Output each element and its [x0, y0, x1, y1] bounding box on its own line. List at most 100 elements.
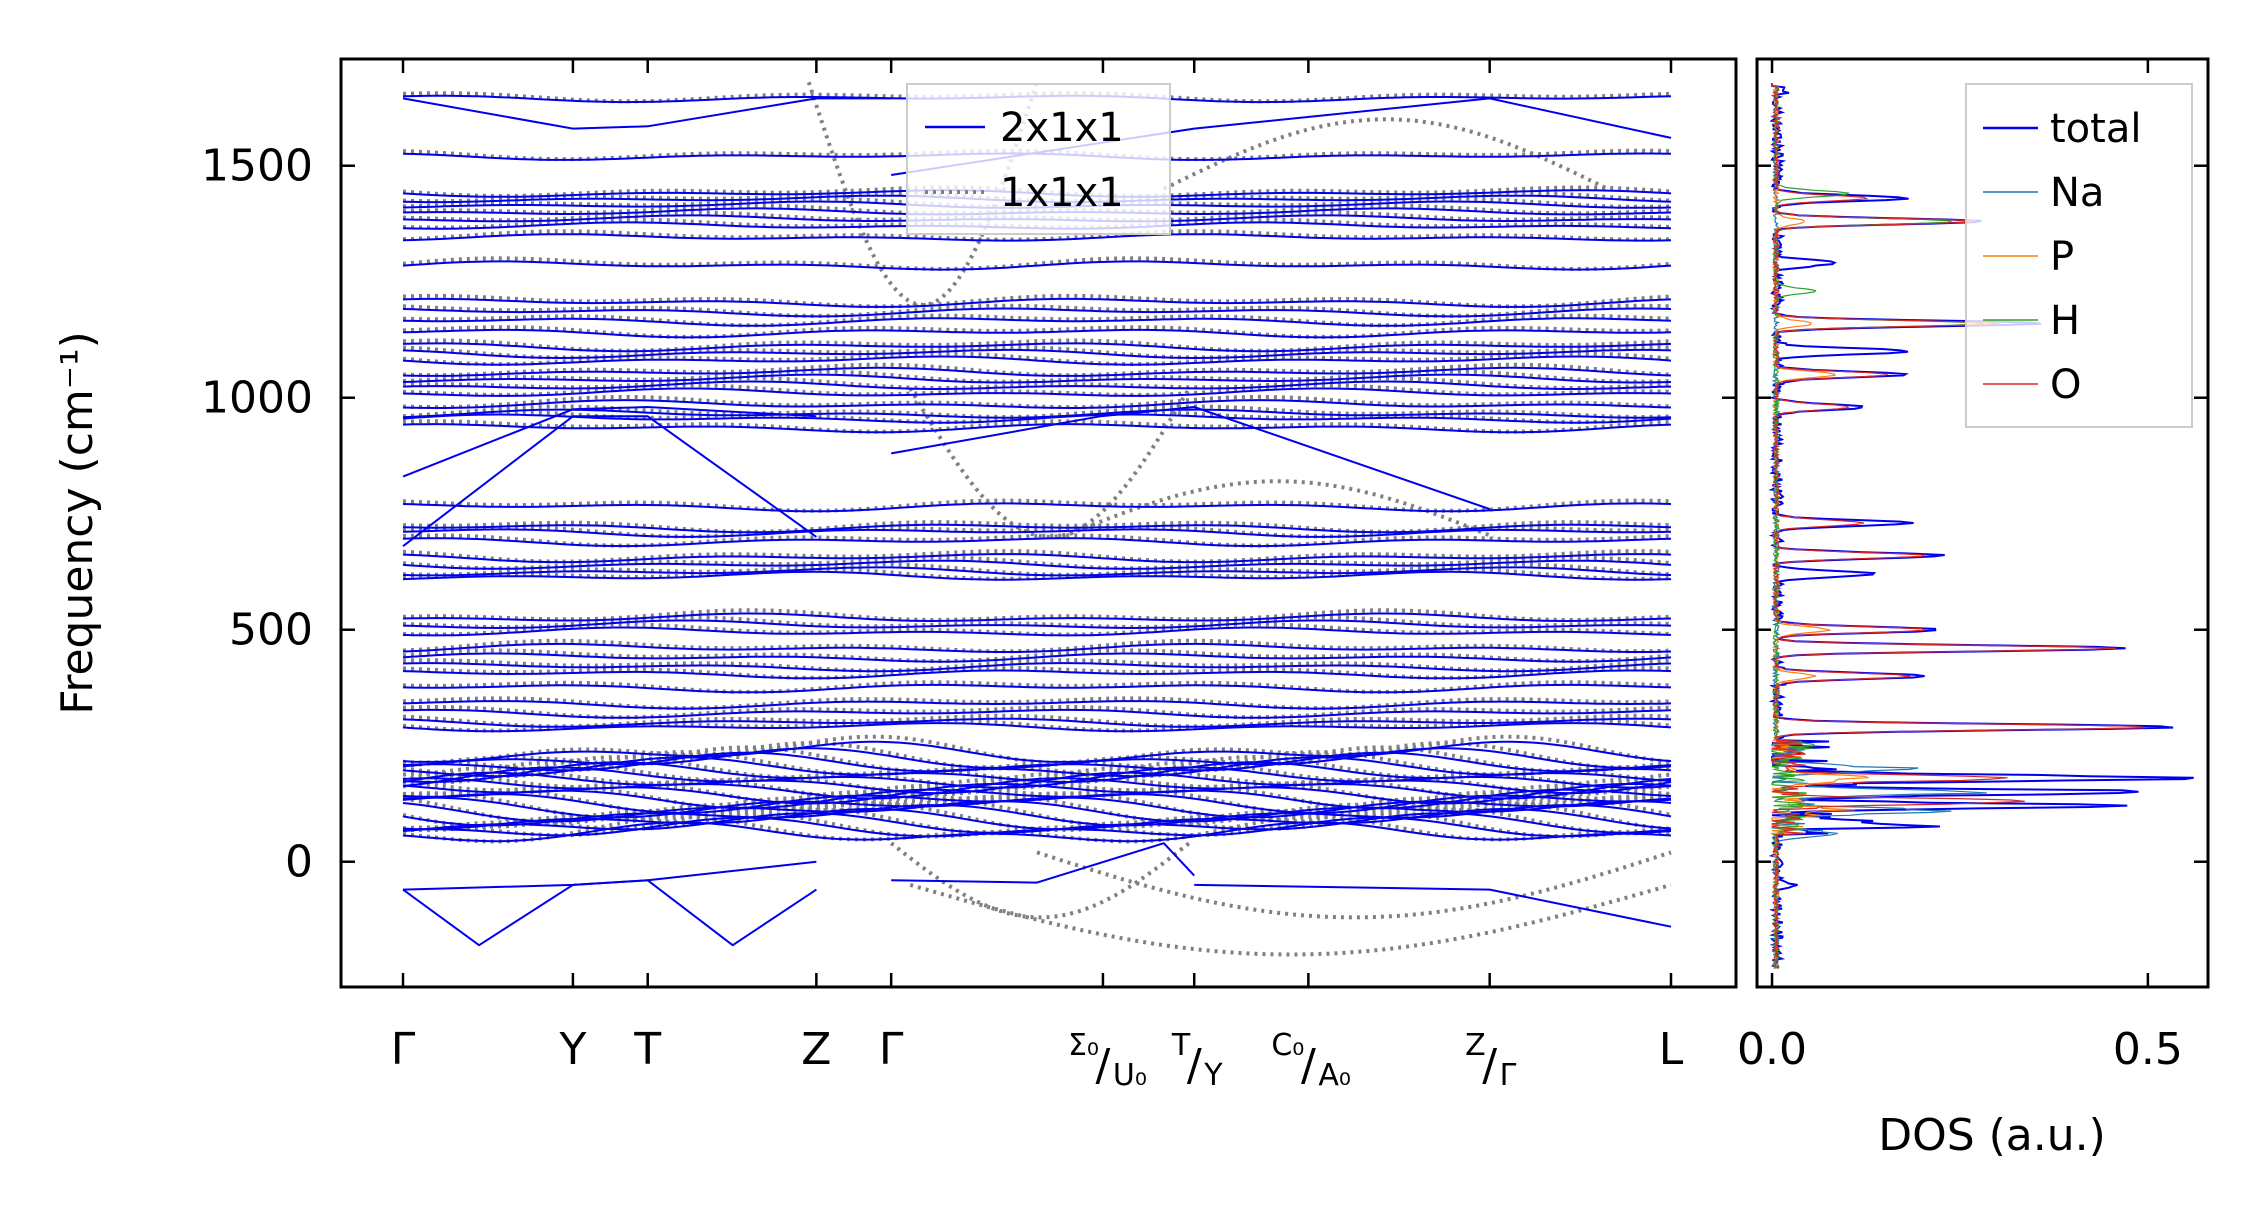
band-line-2x1x1	[402, 260, 1672, 271]
band-line-1x1x1	[402, 648, 1672, 663]
band-line-1x1x1	[402, 533, 1672, 548]
band-line-2x1x1	[402, 317, 1672, 327]
band-line-2x1x1	[402, 669, 1672, 680]
band-line-2x1x1	[402, 387, 1672, 397]
x-tick-label: Z	[801, 1024, 831, 1075]
band-line-1x1x1	[402, 344, 1672, 360]
band-line-2x1x1	[402, 297, 1672, 308]
band-line-2x1x1	[402, 415, 817, 547]
band-line-2x1x1	[402, 662, 1672, 673]
band-line-2x1x1	[402, 97, 892, 130]
band-line-2x1x1	[402, 559, 1672, 570]
x-tick-label-slash: /	[1096, 1040, 1111, 1091]
band-line-1x1x1	[402, 351, 1672, 367]
dos-x-ticks: 0.0 0.5	[1737, 59, 2183, 1075]
band-line-2x1x1	[402, 652, 1672, 663]
x-tick-label: C₀/A₀	[1271, 1028, 1351, 1093]
x-tick-label-upper: T	[1171, 1028, 1191, 1063]
band-line-1x1x1	[402, 229, 1672, 242]
band-line-2x1x1	[402, 683, 1672, 694]
y-tick-label: 1500	[201, 141, 313, 192]
band-line-2x1x1	[402, 399, 1672, 409]
band-line-2x1x1	[402, 423, 1672, 434]
band-line-2x1x1	[402, 373, 1672, 384]
band-line-2x1x1	[402, 751, 1672, 773]
y-tick-label: 1000	[201, 373, 313, 424]
x-tick-label-text: Y	[558, 1024, 586, 1075]
band-line-2x1x1	[402, 502, 1672, 513]
band-line-2x1x1	[402, 860, 817, 947]
band-line-2x1x1	[402, 793, 1672, 814]
dos-legend-label-na: Na	[2050, 170, 2104, 216]
x-tick-label-lower: Y	[1203, 1058, 1223, 1093]
dos-x-tick-label: 0.5	[2113, 1024, 2183, 1075]
band-line-2x1x1	[402, 570, 1672, 581]
band-line-2x1x1	[402, 740, 1672, 763]
x-tick-label-text: L	[1659, 1024, 1684, 1075]
y-axis-label: Frequency (cm⁻¹)	[52, 331, 103, 715]
band-legend: 2x1x1 1x1x1	[906, 83, 1171, 235]
band-line-1x1x1	[402, 555, 1672, 571]
legend-label-1x1x1: 1x1x1	[1000, 170, 1124, 216]
band-line-1x1x1	[402, 325, 1672, 339]
band-line-1x1x1	[402, 680, 1672, 694]
band-line-2x1x1	[402, 528, 1672, 538]
x-tick-label-text: Γ	[391, 1024, 416, 1075]
band-line-2x1x1	[402, 708, 1672, 719]
band-line-2x1x1	[402, 807, 1672, 831]
band-line-2x1x1	[402, 342, 1672, 353]
band-line-2x1x1	[402, 642, 1672, 653]
band-line-2x1x1	[402, 700, 1672, 710]
x-tick-label-slash: /	[1187, 1040, 1202, 1091]
band-plot-frame	[339, 57, 1738, 989]
dos-curve-o	[1771, 83, 2146, 969]
band-line-2x1x1	[402, 408, 1672, 419]
band-line-1x1x1	[402, 338, 1672, 353]
band-line-2x1x1	[402, 612, 1672, 623]
x-tick-label-lower: U₀	[1113, 1058, 1147, 1093]
band-line-2x1x1	[402, 523, 1672, 534]
left-x-ticks: Γ Y T Z Γ Σ₀/U₀T/YC₀/A₀Z/ΓL	[391, 59, 1684, 1093]
band-line-2x1x1	[402, 348, 1672, 360]
dos-lines	[1768, 83, 2194, 969]
band-line-2x1x1	[891, 406, 1491, 511]
x-tick-label: Σ₀/U₀	[1068, 1028, 1147, 1093]
x-tick-label: Γ	[879, 1024, 904, 1075]
x-tick-label: T/Y	[1171, 1028, 1223, 1093]
band-line-2x1x1	[402, 771, 1672, 795]
y-tick-label: 0	[285, 837, 313, 888]
band-line-1x1x1	[402, 713, 1672, 729]
band-line-1x1x1	[402, 313, 1672, 328]
band-line-1x1x1	[402, 704, 1672, 720]
band-line-2x1x1	[402, 553, 1672, 564]
band-line-1x1x1	[402, 549, 1672, 564]
x-tick-label-slash: /	[1301, 1040, 1316, 1091]
y-tick-label: 500	[229, 605, 313, 656]
band-line-2x1x1	[402, 406, 817, 478]
band-line-2x1x1	[891, 842, 1195, 884]
legend-label-2x1x1: 2x1x1	[1000, 105, 1124, 151]
dos-x-tick-label: 0.0	[1737, 1024, 1807, 1075]
x-tick-label: Y	[558, 1024, 586, 1075]
x-tick-label: T	[633, 1024, 661, 1075]
band-line-1x1x1	[402, 615, 1672, 630]
band-line-1x1x1	[806, 81, 1039, 307]
band-line-2x1x1	[402, 619, 1672, 630]
band-line-2x1x1	[402, 328, 1672, 339]
x-tick-label-upper: Z	[1465, 1028, 1486, 1063]
band-line-2x1x1	[402, 307, 1672, 318]
x-tick-label-upper: C₀	[1271, 1028, 1304, 1063]
dos-panel: 0.0 0.5 DOS (a.u.) total Na PHO	[1737, 57, 2210, 1161]
x-tick-label-slash: /	[1482, 1040, 1497, 1091]
band-line-2x1x1	[402, 722, 1672, 733]
band-line-1x1x1	[889, 841, 1191, 920]
dos-legend-label-o: O	[2050, 362, 2081, 408]
band-line-2x1x1	[402, 756, 1672, 778]
band-line-2x1x1	[402, 816, 1672, 838]
band-line-2x1x1	[402, 566, 1672, 577]
band-line-2x1x1	[402, 717, 1672, 728]
band-line-2x1x1	[402, 821, 1672, 843]
band-line-1x1x1	[402, 760, 1672, 791]
band-line-2x1x1	[402, 812, 1672, 834]
dos-legend: total Na PHO	[1965, 83, 2193, 428]
